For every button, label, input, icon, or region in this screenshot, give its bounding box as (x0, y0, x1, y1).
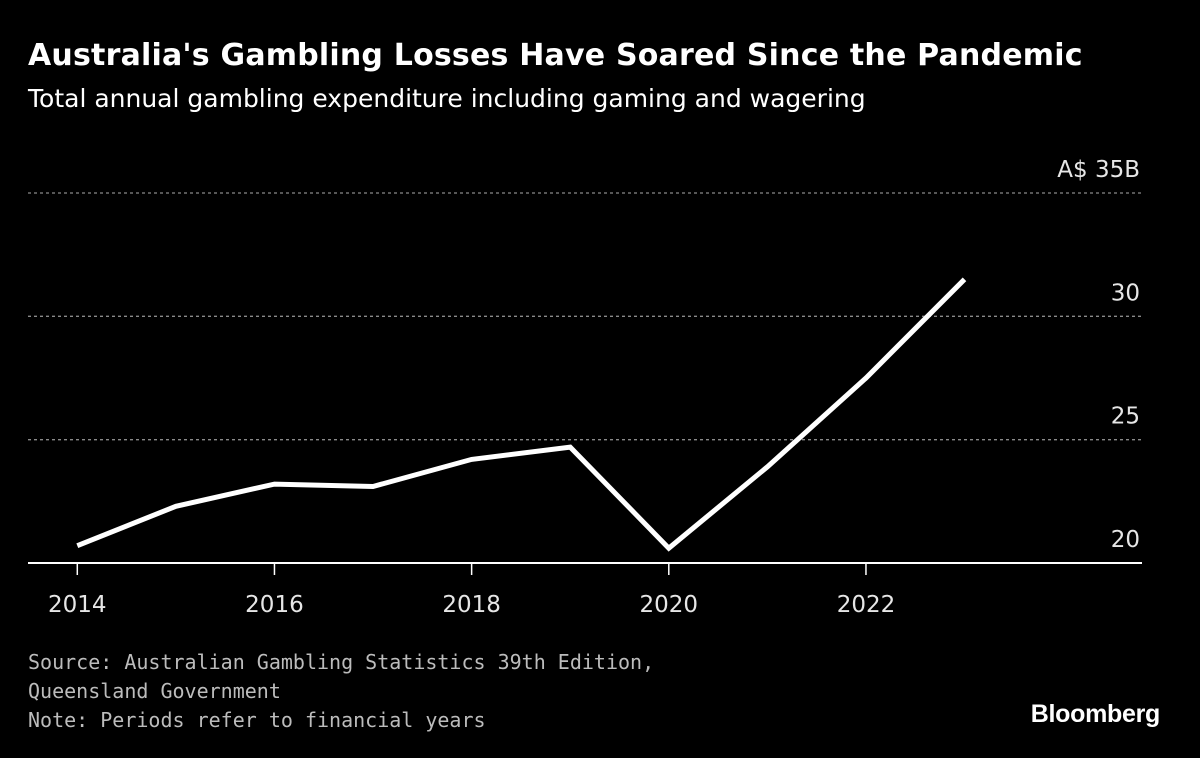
y-tick-label-25: 25 (1111, 404, 1140, 430)
source-line-2: Queensland Government (28, 679, 281, 703)
series-line-0 (76, 277, 967, 552)
x-tick-label-2016: 2016 (245, 592, 304, 618)
y-tick-label-30: 30 (1111, 280, 1140, 306)
line-chart: 2014 2016 2018 2020 2022 20 25 30 A$ 35B (28, 157, 1142, 618)
x-tick-label-2014: 2014 (48, 592, 107, 618)
x-tick-label-2022: 2022 (837, 592, 896, 618)
x-tick-label-2018: 2018 (442, 592, 501, 618)
source-line-1: Source: Australian Gambling Statistics 3… (28, 650, 655, 674)
series-layer (76, 277, 967, 552)
y-axis-labels: 20 25 30 A$ 35B (1057, 157, 1140, 553)
chart-subtitle: Total annual gambling expenditure includ… (28, 84, 866, 113)
x-tick-label-2020: 2020 (640, 592, 699, 618)
chart-title: Australia's Gambling Losses Have Soared … (28, 38, 1083, 73)
chart-footer: Source: Australian Gambling Statistics 3… (28, 648, 654, 735)
x-axis: 2014 2016 2018 2020 2022 (28, 562, 1142, 618)
gridlines (28, 192, 1142, 441)
y-tick-label-20: 20 (1111, 527, 1140, 553)
note-line: Note: Periods refer to financial years (28, 708, 486, 732)
bloomberg-logo: Bloomberg (1030, 700, 1161, 728)
y-tick-label-35: A$ 35B (1057, 157, 1140, 183)
